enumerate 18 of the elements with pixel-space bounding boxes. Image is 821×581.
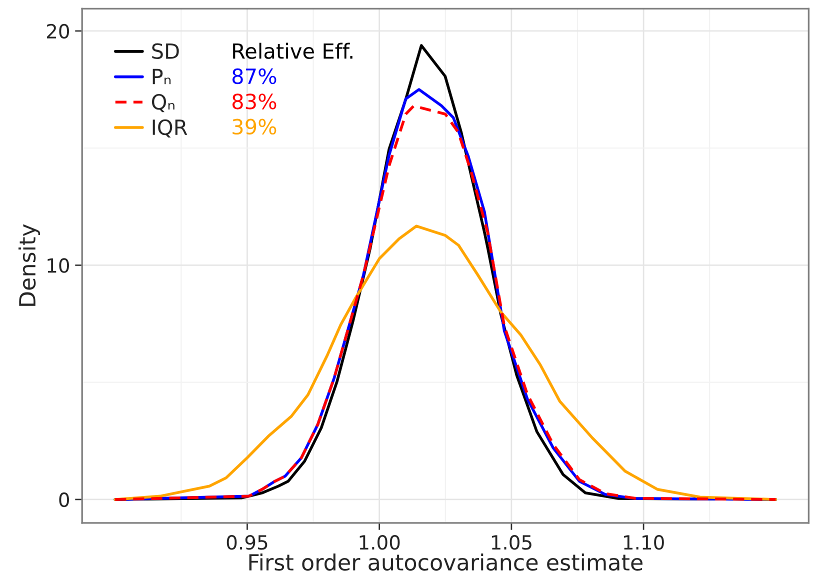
y-tick-label: 0 — [59, 492, 70, 508]
annotation: 39% — [232, 118, 276, 135]
x-tick-label: 0.95 — [226, 535, 268, 550]
legend-label: IQR — [152, 119, 188, 138]
legend-label: Pₙ — [152, 68, 171, 84]
y-tick-label: 20 — [46, 24, 70, 39]
line-series — [114, 224, 778, 501]
y-axis-title: Density — [18, 224, 40, 306]
annotation: 83% — [232, 94, 276, 110]
legend-label: Qₙ — [152, 94, 174, 112]
annotation: Relative Eff. — [233, 42, 352, 59]
annotation: 87% — [232, 68, 276, 84]
x-tick-label: 1.10 — [624, 535, 664, 550]
x-axis-title: First order autocovariance estimate — [249, 554, 642, 571]
y-tick-label: 10 — [48, 258, 70, 273]
x-tick-label: 1.05 — [492, 535, 532, 550]
x-tick-label: 1.00 — [360, 535, 400, 550]
legend-label: SD — [152, 43, 179, 60]
